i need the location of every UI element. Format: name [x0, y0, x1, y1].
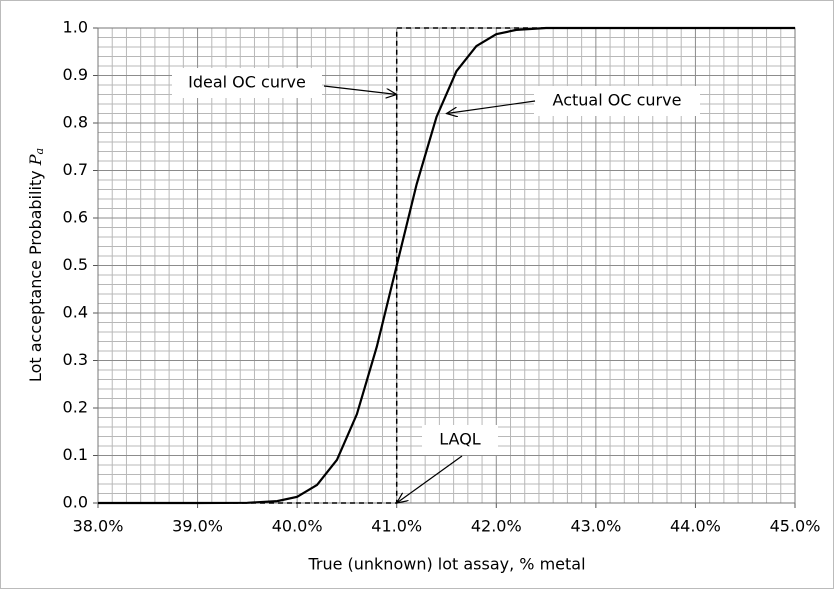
x-tick-label: 40.0%: [272, 517, 323, 536]
annotation-arrow: [397, 455, 463, 503]
x-tick-label: 45.0%: [770, 517, 821, 536]
x-tick-label: 39.0%: [172, 517, 223, 536]
y-tick-label: 0.8: [63, 113, 88, 132]
annotation-box: [534, 86, 700, 116]
y-tick-label: 0.4: [63, 303, 88, 322]
y-tick-label: 0.5: [63, 255, 88, 274]
plot: [98, 26, 795, 505]
y-tick-label: 0.3: [63, 350, 88, 369]
annotation-text: Ideal OC curve: [188, 73, 306, 92]
y-axis-label: Lot acceptance Probability Pa: [26, 148, 47, 382]
annotation-arrow: [447, 100, 536, 114]
x-tick-label: 41.0%: [371, 517, 422, 536]
annotation-box: [422, 425, 498, 455]
y-tick-label: 1.0: [63, 18, 88, 37]
x-tick-label: 42.0%: [471, 517, 522, 536]
x-tick-label: 44.0%: [670, 517, 721, 536]
x-tick-label: 38.0%: [73, 517, 124, 536]
y-tick-label: 0.9: [63, 65, 88, 84]
oc-curve: [98, 26, 795, 505]
y-label-symbol: P: [26, 154, 45, 166]
y-tick-label: 0.1: [63, 445, 88, 464]
annotation-arrow: [323, 85, 397, 95]
y-label-text: Lot acceptance Probability: [26, 170, 45, 382]
annotation-text: Actual OC curve: [553, 91, 682, 110]
annotation-text: LAQL: [439, 430, 481, 449]
x-tick-label: 43.0%: [570, 517, 621, 536]
y-tick-label: 0.6: [63, 208, 88, 227]
annotation-box: [172, 68, 322, 98]
y-tick-label: 0.0: [63, 493, 88, 512]
y-tick-label: 0.2: [63, 398, 88, 417]
x-axis-label: True (unknown) lot assay, % metal: [307, 555, 585, 574]
y-label-subscript: a: [33, 148, 46, 155]
y-tick-label: 0.7: [63, 160, 88, 179]
